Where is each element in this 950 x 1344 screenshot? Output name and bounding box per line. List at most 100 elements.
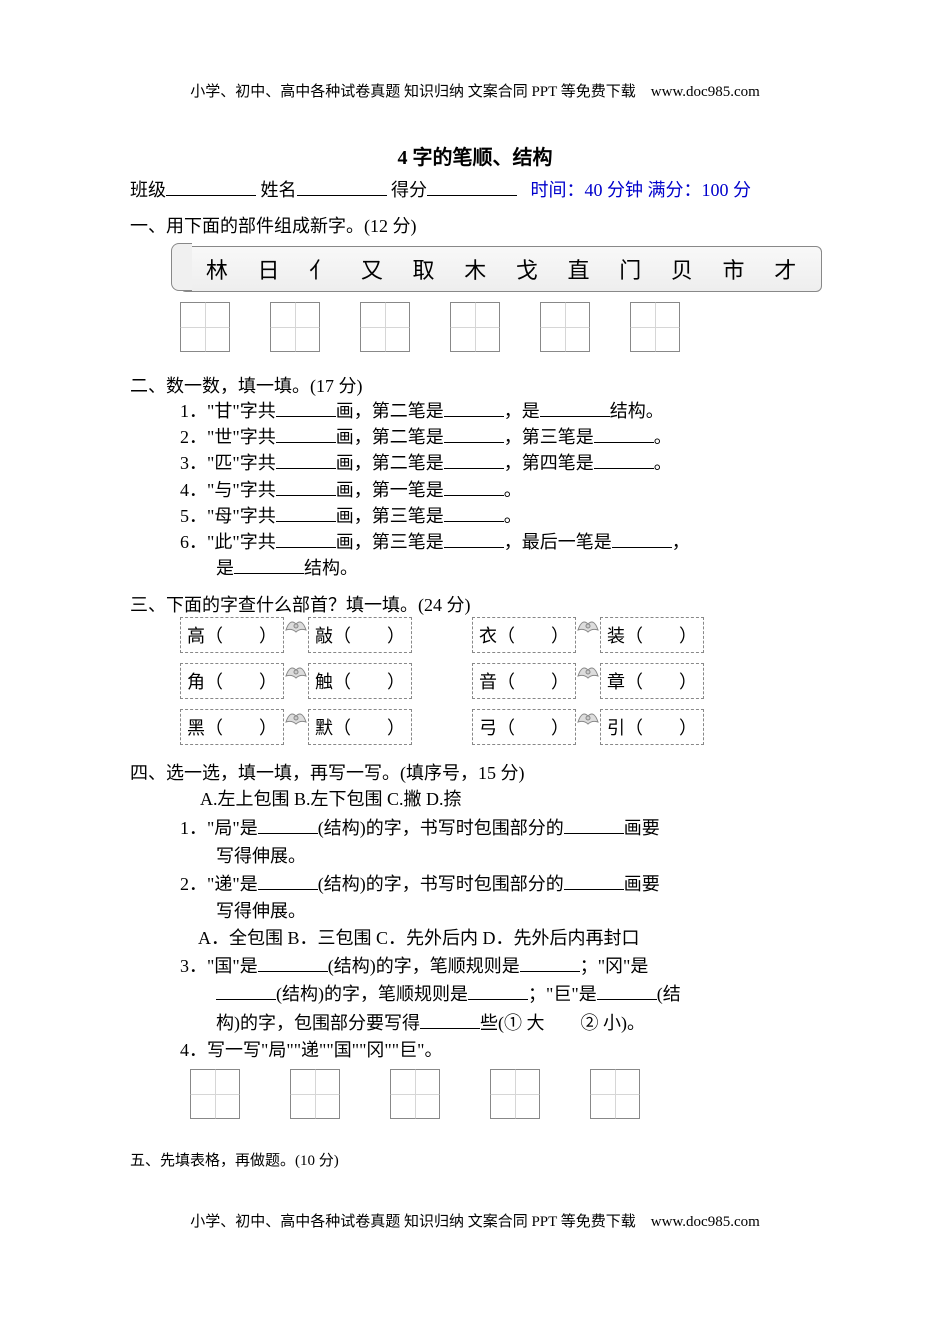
strip-char: 取 (398, 253, 450, 285)
q-text: 画，第二笔是 (336, 453, 444, 473)
fill-blank[interactable] (594, 450, 654, 469)
strip-char: 又 (346, 253, 398, 285)
q2-item: 1．"甘"字共画，第二笔是，是结构。 (180, 398, 820, 424)
fill-blank[interactable] (444, 424, 504, 443)
q-num: 1． (180, 401, 207, 421)
tian-box[interactable] (180, 302, 230, 352)
fill-blank[interactable] (444, 529, 504, 548)
q2-item: 3．"匹"字共画，第二笔是，第四笔是。 (180, 450, 820, 476)
fill-blank[interactable] (276, 398, 336, 417)
page-title: 4 字的笔顺、结构 (130, 141, 820, 170)
fill-blank[interactable] (216, 981, 276, 1000)
radical-box[interactable]: 高（ ） (180, 617, 284, 653)
name-blank[interactable] (297, 177, 387, 196)
fill-blank[interactable] (258, 815, 318, 834)
fill-blank[interactable] (444, 450, 504, 469)
q-num: 3． (180, 956, 207, 976)
q-num: 3． (180, 453, 207, 473)
q-text: "与"字共 (207, 480, 276, 500)
fill-blank[interactable] (258, 871, 318, 890)
q4-item-4: 4．写一写"局""递""国""冈""巨"。 (180, 1038, 820, 1063)
q-num: 2． (180, 874, 207, 894)
radical-box[interactable]: 黑（ ） (180, 709, 284, 745)
strip-char: 市 (708, 253, 760, 285)
tian-box[interactable] (590, 1069, 640, 1119)
radical-box[interactable]: 章（ ） (600, 663, 704, 699)
q-text: 。 (504, 506, 522, 526)
class-blank[interactable] (166, 177, 256, 196)
bow-stack (576, 626, 600, 644)
radical-box[interactable]: 装（ ） (600, 617, 704, 653)
q-text: ，是 (504, 401, 540, 421)
q-text: 写一写"局""递""国""冈""巨"。 (207, 1040, 442, 1060)
q-text: ，最后一笔是 (504, 532, 612, 552)
fill-blank[interactable] (276, 529, 336, 548)
section-2-title: 二、数一数，填一填。(17 分) (130, 372, 820, 398)
radical-box[interactable]: 弓（ ） (472, 709, 576, 745)
q-num: 5． (180, 506, 207, 526)
class-label: 班级 (130, 180, 166, 200)
fill-blank[interactable] (594, 424, 654, 443)
fill-blank[interactable] (234, 555, 304, 574)
fill-blank[interactable] (276, 477, 336, 496)
answer-grid-row (180, 302, 820, 352)
strip-char: 戈 (501, 253, 553, 285)
section-1-title: 一、用下面的部件组成新字。(12 分) (130, 212, 820, 238)
fill-blank[interactable] (520, 953, 580, 972)
radical-box[interactable]: 角（ ） (180, 663, 284, 699)
fill-blank[interactable] (597, 981, 657, 1000)
radical-box[interactable]: 衣（ ） (472, 617, 576, 653)
q4-item-cont: 写得伸展。 (216, 899, 820, 924)
radical-box[interactable]: 敲（ ） (308, 617, 412, 653)
fill-blank[interactable] (276, 450, 336, 469)
tian-box[interactable] (270, 302, 320, 352)
tian-box[interactable] (450, 302, 500, 352)
fill-blank[interactable] (444, 503, 504, 522)
q4-item-3-cont: 构)的字，包围部分要写得些(① 大 ② 小)。 (216, 1010, 820, 1036)
q-text: "世"字共 (207, 427, 276, 447)
radical-box[interactable]: 音（ ） (472, 663, 576, 699)
fill-blank[interactable] (468, 981, 528, 1000)
fill-blank[interactable] (276, 424, 336, 443)
q2-item: 6．"此"字共画，第三笔是，最后一笔是， (180, 529, 820, 555)
strip-char: 直 (553, 253, 605, 285)
tian-box[interactable] (190, 1069, 240, 1119)
tian-box[interactable] (390, 1069, 440, 1119)
fill-blank[interactable] (564, 815, 624, 834)
q-text: "局"是 (207, 818, 258, 838)
fill-blank[interactable] (276, 503, 336, 522)
radical-box[interactable]: 引（ ） (600, 709, 704, 745)
q-text: ；"冈"是 (580, 956, 649, 976)
q2-item: 4．"与"字共画，第一笔是。 (180, 477, 820, 503)
fill-blank[interactable] (612, 529, 672, 548)
fill-blank[interactable] (420, 1010, 480, 1029)
fill-blank[interactable] (540, 398, 610, 417)
radical-row: 角（ ） 触（ ） 音（ ） 章（ ） (180, 663, 820, 699)
score-blank[interactable] (427, 177, 517, 196)
section-4-list: 1．"局"是(结构)的字，书写时包围部分的画要 写得伸展。 2．"递"是(结构)… (180, 815, 820, 1063)
fill-blank[interactable] (444, 477, 504, 496)
strip-char: 木 (449, 253, 501, 285)
section-5-title: 五、先填表格，再做题。(10 分) (130, 1149, 820, 1170)
tian-box[interactable] (540, 302, 590, 352)
tian-box[interactable] (490, 1069, 540, 1119)
radical-box[interactable]: 触（ ） (308, 663, 412, 699)
fill-blank[interactable] (564, 871, 624, 890)
q-text: 画，第二笔是 (336, 401, 444, 421)
options-line-2: A．全包围 B．三包围 C．先外后内 D．先外后内再封口 (198, 926, 820, 951)
tian-box[interactable] (630, 302, 680, 352)
q-num: 4． (180, 480, 207, 500)
q-text: "国"是 (207, 956, 258, 976)
q-text: "匹"字共 (207, 453, 276, 473)
radical-box[interactable]: 默（ ） (308, 709, 412, 745)
bow-stack (284, 718, 308, 736)
bow-icon (574, 660, 602, 680)
fill-blank[interactable] (258, 953, 328, 972)
tian-box[interactable] (290, 1069, 340, 1119)
bow-stack (284, 672, 308, 690)
q-text: (结 (657, 984, 681, 1004)
fill-blank[interactable] (444, 398, 504, 417)
tian-box[interactable] (360, 302, 410, 352)
q4-item: 2．"递"是(结构)的字，书写时包围部分的画要 (180, 871, 820, 897)
q-text: (结构)的字，笔顺规则是 (276, 984, 468, 1004)
